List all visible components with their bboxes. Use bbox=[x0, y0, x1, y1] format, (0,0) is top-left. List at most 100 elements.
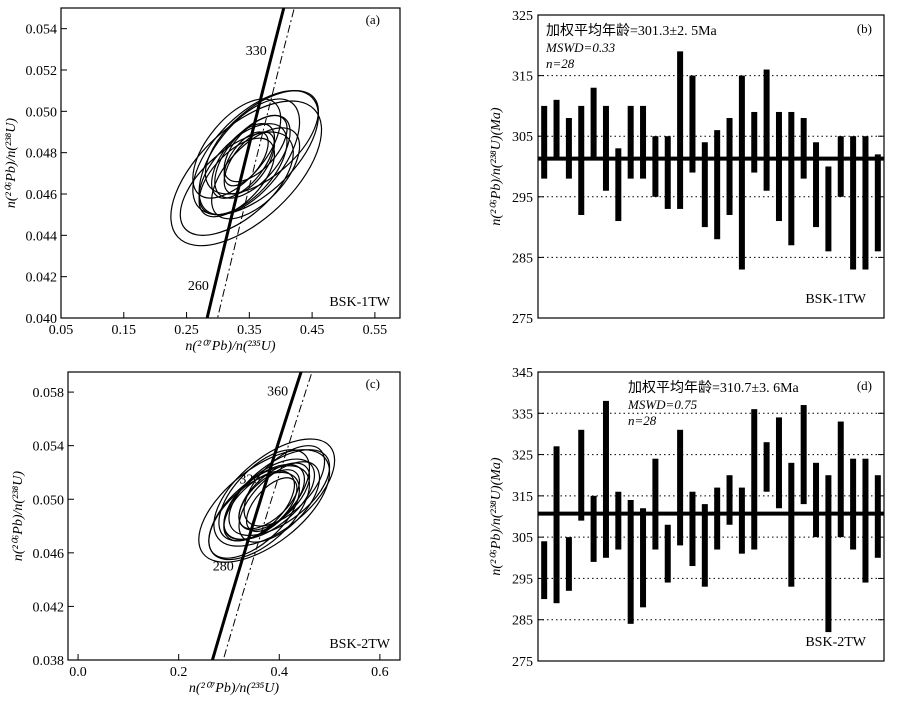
age-bar bbox=[652, 458, 659, 550]
y-tick-label: 0.050 bbox=[33, 493, 65, 508]
y-tick-label: 0.038 bbox=[33, 654, 65, 669]
age-label: 320 bbox=[239, 472, 260, 487]
age-label: 360 bbox=[267, 385, 288, 400]
frame bbox=[67, 371, 401, 661]
age-bar bbox=[677, 429, 684, 546]
panel-label: (a) bbox=[366, 12, 380, 27]
mean-text: 加权平均年龄=301.3±2. 5Ma bbox=[546, 23, 718, 39]
y-tick-label: 0.054 bbox=[33, 440, 65, 455]
age-bar bbox=[862, 136, 869, 270]
age-label: 330 bbox=[246, 44, 267, 59]
mean-text: 加权平均年龄=310.7±3. 6Ma bbox=[628, 380, 800, 396]
age-label: 260 bbox=[188, 279, 209, 294]
sample-label: BSK-1TW bbox=[329, 295, 390, 310]
age-bar bbox=[874, 475, 881, 558]
age-bar bbox=[541, 541, 548, 600]
age-bar bbox=[565, 537, 572, 591]
y-tick-label: 345 bbox=[512, 366, 533, 381]
y-tick-label: 0.042 bbox=[33, 600, 65, 615]
y-tick-label: 325 bbox=[512, 9, 533, 24]
y-tick-label: 275 bbox=[512, 655, 533, 670]
error-ellipse bbox=[192, 90, 319, 216]
concordia-panel: 0.05 0.15 0.25 0.35 0.45 0.55 0.040 0.042 0.044 0… bbox=[4, 7, 401, 354]
age-bar bbox=[664, 136, 671, 209]
panel-label: (d) bbox=[857, 378, 872, 393]
error-ellipse bbox=[198, 137, 276, 218]
error-ellipse bbox=[179, 131, 294, 236]
y-tick-label: 275 bbox=[512, 312, 533, 327]
x-tick-label: 0.45 bbox=[300, 323, 325, 338]
error-ellipse bbox=[192, 98, 282, 199]
age-bar bbox=[652, 136, 659, 197]
n-text: n=28 bbox=[546, 56, 575, 71]
error-ellipse bbox=[211, 127, 301, 220]
error-ellipse bbox=[213, 438, 336, 547]
age-bar bbox=[627, 499, 634, 624]
age-bar bbox=[553, 446, 560, 604]
x-tick-label: 0.35 bbox=[237, 323, 262, 338]
age-bar bbox=[837, 136, 844, 197]
age-bar bbox=[602, 400, 609, 558]
y-tick-label: 325 bbox=[512, 449, 533, 464]
concordia-curve bbox=[210, 372, 303, 660]
weighted-mean-panel: 275 285 295 305 315 325 加权平均年龄=301.3±2. 5MaMSW… bbox=[489, 9, 885, 327]
frame bbox=[537, 14, 885, 319]
age-bar bbox=[874, 154, 881, 252]
y-tick-label: 295 bbox=[512, 191, 533, 206]
panel-label: (c) bbox=[366, 376, 380, 391]
age-bar bbox=[788, 462, 795, 587]
frame bbox=[537, 371, 885, 662]
y-tick-label: 315 bbox=[512, 70, 533, 85]
age-bar bbox=[788, 111, 795, 246]
age-bar bbox=[775, 111, 782, 222]
plot-area bbox=[198, 372, 336, 660]
y-tick-label: 285 bbox=[512, 614, 533, 629]
concordia-panel: 0.0 0.2 0.4 0.6 0.038 0.042 0.046 0.050 0.054 0.0… bbox=[11, 371, 401, 696]
age-bar bbox=[800, 118, 807, 179]
error-ellipse bbox=[211, 123, 276, 199]
age-bar bbox=[800, 405, 807, 505]
age-bar bbox=[701, 504, 708, 587]
panel-label: (b) bbox=[857, 21, 872, 36]
age-bar bbox=[763, 442, 770, 492]
sample-label: BSK-1TW bbox=[805, 292, 866, 307]
y-tick-label: 0.042 bbox=[26, 271, 58, 286]
sample-label: BSK-2TW bbox=[329, 637, 390, 652]
plot-area bbox=[170, 8, 323, 318]
y-tick-label: 0.040 bbox=[26, 312, 58, 327]
x-tick-label: 0.15 bbox=[112, 323, 137, 338]
age-bar bbox=[541, 105, 548, 179]
age-bar bbox=[714, 487, 721, 550]
error-ellipse bbox=[198, 98, 301, 216]
age-bar bbox=[726, 118, 733, 215]
mswd-text: MSWD=0.75 bbox=[627, 397, 698, 412]
y-tick-label: 315 bbox=[512, 490, 533, 505]
age-bar bbox=[825, 475, 832, 633]
age-bar bbox=[850, 458, 857, 550]
error-ellipse bbox=[245, 477, 298, 533]
y-tick-label: 0.046 bbox=[33, 547, 65, 562]
x-tick-label: 0.0 bbox=[69, 665, 87, 680]
x-axis-label: n(²⁰⁷Pb)/n(²³⁵U) bbox=[189, 681, 279, 696]
concordia-curve bbox=[205, 8, 286, 318]
age-bar bbox=[775, 417, 782, 509]
frame bbox=[60, 7, 401, 319]
y-tick-label: 0.050 bbox=[26, 105, 58, 120]
y-tick-label: 0.054 bbox=[26, 23, 58, 38]
age-bar bbox=[751, 111, 758, 173]
age-bar bbox=[738, 487, 745, 554]
age-bar bbox=[837, 421, 844, 538]
error-ellipse bbox=[228, 449, 331, 537]
age-bar bbox=[615, 148, 622, 222]
y-axis-label: n(²⁰⁶Pb)/n(²³⁸U) bbox=[4, 118, 19, 208]
age-bar bbox=[578, 429, 585, 521]
age-bar bbox=[850, 136, 857, 270]
y-axis-label: n(²⁰⁶Pb)/n(²³⁸U)(Ma) bbox=[489, 107, 504, 225]
age-bar bbox=[677, 51, 684, 209]
x-tick-label: 0.2 bbox=[170, 665, 188, 680]
age-bar bbox=[726, 475, 733, 525]
age-bar bbox=[701, 142, 708, 228]
age-label: 280 bbox=[213, 559, 234, 574]
y-tick-label: 285 bbox=[512, 251, 533, 266]
x-tick-label: 0.05 bbox=[49, 323, 74, 338]
